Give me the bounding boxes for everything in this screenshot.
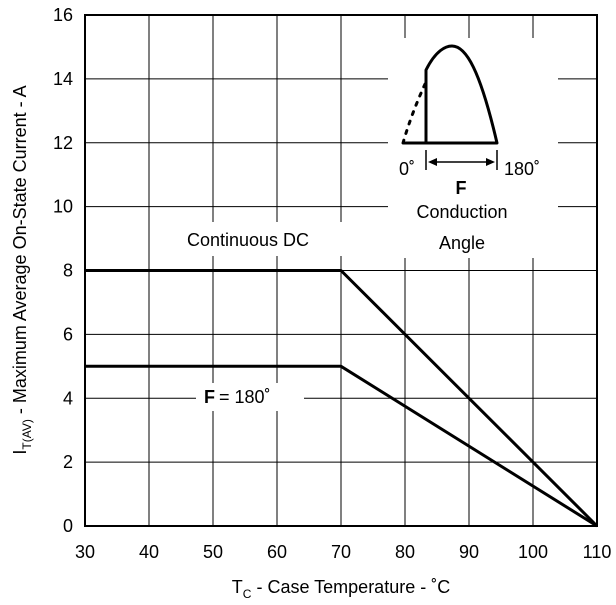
series-line-1 xyxy=(85,364,598,528)
series-label-f180-text: = 180˚ xyxy=(219,387,271,407)
x-tick-label-8: 110 xyxy=(583,542,612,562)
y-tick-label-7: 14 xyxy=(53,69,73,89)
x-tick-label-7: 100 xyxy=(518,542,548,562)
series-label-dc: Continuous DC xyxy=(187,230,309,250)
y-axis-title-sub: T(AV) xyxy=(20,419,34,449)
inset-dotted-curve xyxy=(401,80,428,145)
y-axis-title-rest: - Maximum Average On-State Current - A xyxy=(10,85,30,419)
x-axis-title-sub: C xyxy=(243,587,252,601)
x-tick-label-2: 50 xyxy=(203,542,223,562)
x-axis-title-rest: - Case Temperature - ˚C xyxy=(251,577,450,597)
inset-arrow-head-right xyxy=(486,158,495,166)
series-label-f180: F = 180˚ xyxy=(204,387,271,407)
y-tick-label-2: 4 xyxy=(63,388,73,408)
y-tick-label-4: 8 xyxy=(63,261,73,281)
x-tick-label-1: 40 xyxy=(139,542,159,562)
dc-label-bg xyxy=(158,222,342,256)
inset-caption-1: Conduction xyxy=(416,202,507,222)
y-tick-label-6: 12 xyxy=(53,133,73,153)
series-line-0 xyxy=(85,269,599,528)
x-tick-label-5: 80 xyxy=(395,542,415,562)
inset-waveform xyxy=(424,44,499,145)
inset-caption-2: Angle xyxy=(439,233,485,253)
inset-symbol: F xyxy=(456,178,467,198)
plot-frame xyxy=(84,14,598,527)
x-tick-label-0: 30 xyxy=(75,542,95,562)
inset-bg xyxy=(388,38,558,258)
x-tick-label-6: 90 xyxy=(459,542,479,562)
y-tick-label-1: 2 xyxy=(63,452,73,472)
y-tick-label-3: 6 xyxy=(63,324,73,344)
conduction-angle-inset: 0˚ 180˚ F Conduction Angle xyxy=(388,38,558,258)
y-axis-title: IT(AV) - Maximum Average On-State Curren… xyxy=(10,85,34,454)
x-tick-label-4: 70 xyxy=(331,542,351,562)
x-tick-label-3: 60 xyxy=(267,542,287,562)
y-tick-label-5: 10 xyxy=(53,197,73,217)
inset-label-180: 180˚ xyxy=(504,159,540,179)
inset-arrow-head-left xyxy=(428,158,437,166)
inset-label-0: 0˚ xyxy=(399,159,415,179)
x-axis-title-main: T xyxy=(232,577,243,597)
series-label-f180-symbol: F xyxy=(204,387,215,407)
series-lines xyxy=(85,269,599,528)
y-tick-label-0: 0 xyxy=(63,516,73,536)
y-axis-title-main: I xyxy=(10,450,30,455)
f180-label-bg xyxy=(196,383,304,411)
tick-labels: 30 40 50 60 70 80 90 100 110 0 2 4 6 8 10 12 14 16 xyxy=(53,5,611,562)
y-tick-label-8: 16 xyxy=(53,5,73,25)
x-axis-title: TC - Case Temperature - ˚C xyxy=(232,577,450,601)
